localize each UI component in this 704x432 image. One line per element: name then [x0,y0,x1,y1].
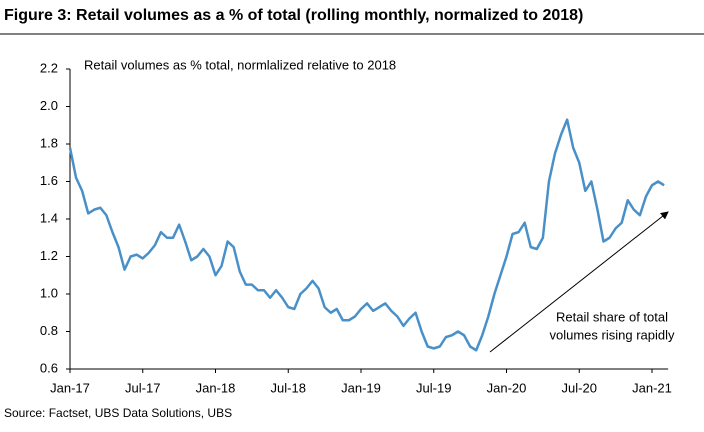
y-tick-label: 1.0 [40,285,58,300]
x-tick-label: Jan-19 [341,380,381,395]
y-tick-label: 1.2 [40,248,58,263]
x-tick-label: Jul-19 [416,380,451,395]
series-line [68,118,665,352]
chart-title: Figure 3: Retail volumes as a % of total… [4,7,583,24]
y-tick-label: 2.2 [40,60,58,75]
x-tick-label: Jan-17 [50,380,90,395]
annotation: volumes rising rapidly [550,327,675,342]
annotation: Retail share of total [556,309,668,324]
x-tick-label: Jan-21 [632,380,672,395]
x-tick-label: Jul-18 [271,380,306,395]
x-tick-label: Jan-18 [196,380,236,395]
annotation-arrow [489,211,669,353]
x-tick-label: Jan-20 [487,380,527,395]
y-tick-label: 0.8 [40,323,58,338]
x-tick-label: Jul-17 [125,380,160,395]
y-tick-label: 1.8 [40,135,58,150]
y-tick-label: 1.4 [40,210,58,225]
x-tick-label: Jul-20 [562,380,597,395]
subtitle: Retail volumes as % total, normlalized r… [84,57,396,72]
y-tick-label: 0.6 [40,360,58,375]
source: Source: Factset, UBS Data Solutions, UBS [4,406,232,420]
y-tick-label: 1.6 [40,173,58,188]
y-tick-label: 2.0 [40,98,58,113]
